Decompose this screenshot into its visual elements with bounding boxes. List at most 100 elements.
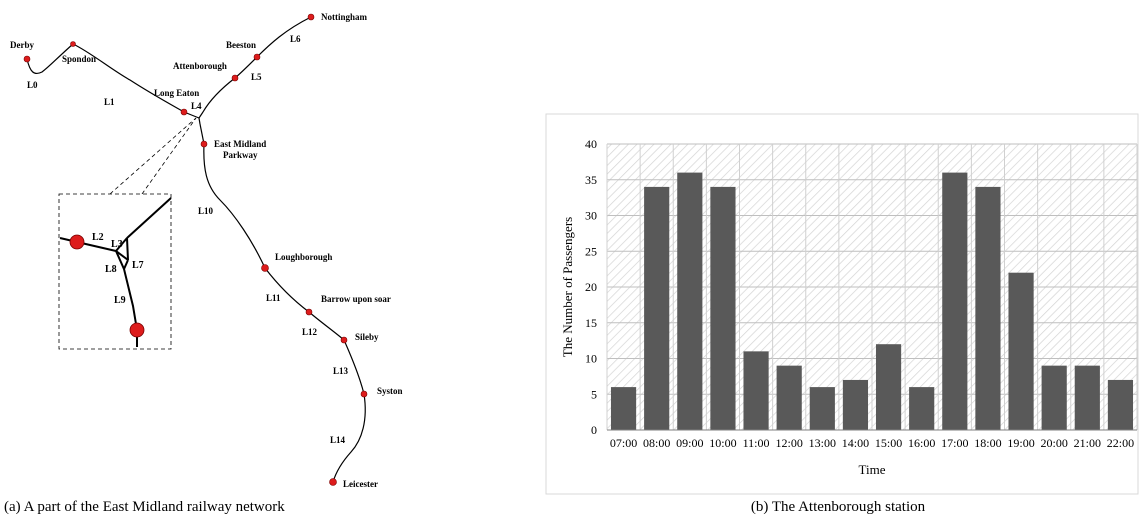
line-label-l14: L14 <box>330 435 346 445</box>
track-l6 <box>256 16 312 58</box>
x-tick-label: 12:00 <box>776 436 803 450</box>
inset-label-l3: L3 <box>111 239 123 250</box>
line-label-l11: L11 <box>266 293 281 303</box>
x-tick-label: 13:00 <box>809 436 836 450</box>
caption-panel-b: (b) The Attenborough station <box>751 499 926 515</box>
caption-panel-a: (a) A part of the East Midland railway n… <box>4 499 285 515</box>
x-tick-label: 17:00 <box>941 436 968 450</box>
station-label-spondon: Spondon <box>62 54 96 64</box>
inset-label-l7: L7 <box>132 260 144 271</box>
x-tick-label: 14:00 <box>842 436 869 450</box>
line-label-l13: L13 <box>333 366 349 376</box>
y-tick-label: 35 <box>585 173 597 187</box>
x-tick-label: 11:00 <box>743 436 770 450</box>
inset-label-l2: L2 <box>92 232 104 243</box>
station-label-barrow-upon-soar: Barrow upon soar <box>321 294 391 304</box>
bar <box>677 172 703 430</box>
station-markers <box>23 13 368 486</box>
inset-station-east-midland-parkway <box>129 322 145 338</box>
inset-label-l8: L8 <box>105 264 117 275</box>
x-tick-label: 18:00 <box>974 436 1001 450</box>
station-label-beeston: Beeston <box>226 40 256 50</box>
line-label-l4: L4 <box>191 101 202 111</box>
station-label-syston: Syston <box>377 386 403 396</box>
junction-inset: L2 L3 L7 L8 L9 <box>58 193 172 350</box>
bar <box>942 172 968 430</box>
inset-frame <box>58 193 172 350</box>
x-tick-labels: 07:00 08:00 09:00 10:00 11:00 12:00 13:00 14:00… <box>610 436 1134 450</box>
track-l0 <box>26 43 74 75</box>
y-tick-label: 10 <box>585 352 597 366</box>
x-tick-label: 22:00 <box>1107 436 1134 450</box>
station-label-loughborough: Loughborough <box>275 252 332 262</box>
bar <box>909 387 935 430</box>
x-tick-label: 15:00 <box>875 436 902 450</box>
gridlines <box>606 143 1138 430</box>
track-l1 <box>72 43 185 113</box>
x-tick-label: 21:00 <box>1074 436 1101 450</box>
inset-track <box>59 197 172 347</box>
x-axis-title: Time <box>859 462 886 477</box>
line-label-l10: L10 <box>198 206 214 216</box>
bar <box>842 379 869 430</box>
railway-network-map: Derby Spondon Long Eaton Attenborough Be… <box>4 12 403 515</box>
track-parkway <box>199 123 205 145</box>
bar <box>975 186 1001 430</box>
bar <box>610 387 637 430</box>
passenger-bar-chart: 0 5 10 15 20 25 30 35 40 07:00 08:00 09:00 10:00 11:… <box>545 113 1139 515</box>
bar <box>1008 272 1034 430</box>
bars <box>610 172 1134 430</box>
bar <box>710 186 736 430</box>
line-label-l6: L6 <box>290 34 301 44</box>
station-nottingham <box>307 13 315 21</box>
parkway-label-line2: Parkway <box>223 150 258 160</box>
y-tick-label: 30 <box>585 209 597 223</box>
x-tick-label: 20:00 <box>1041 436 1068 450</box>
track-l11 <box>264 267 310 313</box>
inset-label-l9: L9 <box>114 295 126 306</box>
line-label-l12: L12 <box>302 327 318 337</box>
station-derby <box>23 55 31 63</box>
station-sileby <box>340 336 348 344</box>
station-spondon <box>70 41 76 47</box>
y-tick-label: 40 <box>585 137 597 151</box>
bar <box>809 387 835 430</box>
station-east-midland-parkway <box>200 140 208 148</box>
station-barrow-upon-soar <box>305 308 313 316</box>
track-l10 <box>203 143 266 269</box>
x-tick-label: 08:00 <box>643 436 670 450</box>
station-label-leicester: Leicester <box>343 479 378 489</box>
bar <box>1074 365 1100 430</box>
x-tick-label: 07:00 <box>610 436 637 450</box>
zoom-connector-right <box>141 117 197 195</box>
station-label-attenborough: Attenborough <box>173 61 227 71</box>
bar <box>776 365 802 430</box>
station-loughborough <box>261 264 269 272</box>
track-l13 <box>343 339 365 395</box>
station-leicester <box>329 478 337 486</box>
line-label-l1: L1 <box>104 97 115 107</box>
y-axis-title: The Number of Passengers <box>560 217 575 357</box>
station-long-eaton <box>180 108 188 116</box>
line-label-l5: L5 <box>251 72 262 82</box>
parkway-label-line1: East Midland <box>214 139 266 149</box>
station-attenborough <box>231 74 239 82</box>
bar <box>1041 365 1067 430</box>
station-syston <box>360 390 368 398</box>
x-tick-label: 10:00 <box>709 436 736 450</box>
y-tick-label: 0 <box>591 423 597 437</box>
inset-station-long-eaton <box>69 234 85 250</box>
y-tick-label: 25 <box>585 244 597 258</box>
y-tick-labels: 0 5 10 15 20 25 30 35 40 <box>585 137 597 437</box>
station-label-long-eaton: Long Eaton <box>154 88 199 98</box>
track-l4-junction <box>183 77 236 125</box>
bar <box>644 186 670 430</box>
x-tick-label: 16:00 <box>908 436 935 450</box>
x-tick-label: 09:00 <box>676 436 703 450</box>
zoom-connector-left <box>109 117 197 195</box>
station-label-derby: Derby <box>10 40 34 50</box>
bar <box>1107 379 1134 430</box>
y-tick-label: 5 <box>591 387 597 401</box>
y-tick-label: 20 <box>585 280 597 294</box>
